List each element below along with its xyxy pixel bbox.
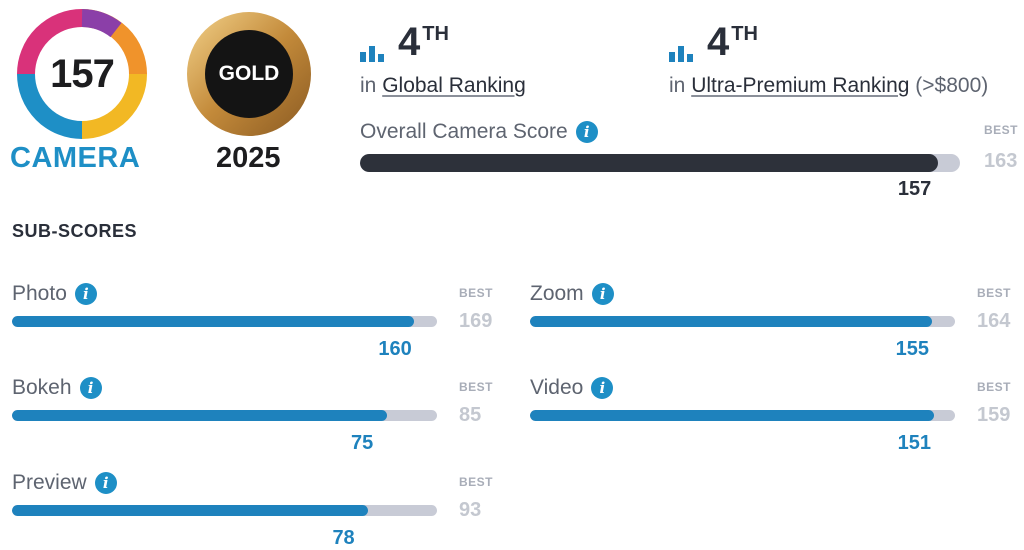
gold-label: GOLD [218,62,280,85]
ultra-premium-rank: 4 TH [669,22,758,62]
subscore-best-label: BEST [459,475,494,489]
overall-score-bar [360,154,960,172]
global-rank-number: 4 [398,20,421,64]
ultra-premium-ranking-link[interactable]: Ultra-Premium Ranking [691,74,910,97]
subscore-best-label: BEST [977,286,1012,300]
subscore-fill [12,410,387,421]
subscore-label: Zoom i [530,282,614,306]
subscore-label: Preview i [12,471,117,495]
subscore-best-value: 93 [459,499,482,521]
subscore-best-value: 85 [459,404,482,426]
info-icon[interactable]: i [591,377,614,400]
subscore-name: Zoom [530,282,584,305]
subscore-label: Video i [530,376,614,400]
bar-chart-icon [669,46,693,62]
subscore-value: 78 [332,527,355,549]
subscore-bar [12,316,437,327]
subscore-label: Bokeh i [12,376,102,400]
ultra-premium-rank-suffix: TH [731,23,758,45]
subscore-best-label: BEST [459,286,494,300]
bar-chart-icon [360,46,384,62]
ultra-premium-rank-caption: in Ultra-Premium Ranking (>$800) [669,74,988,98]
overall-best-label: BEST [984,123,1019,137]
info-icon[interactable]: i [79,377,102,400]
camera-score-value: 157 [50,51,115,96]
ultra-premium-rank-number: 4 [707,20,730,64]
info-icon[interactable]: i [575,121,598,144]
overall-score-label: Overall Camera Score i [360,120,598,144]
subscore-value: 151 [897,432,931,454]
subscore-fill [12,505,369,516]
overall-score-title: Overall Camera Score [360,120,568,143]
subscore-value: 160 [378,338,412,360]
price-range: (>$800) [915,74,989,97]
subscore-fill [530,410,934,421]
rank-prefix: in [360,74,377,97]
subscore-best-value: 159 [977,404,1011,426]
overall-best-value: 163 [984,150,1018,172]
subscore-fill [530,316,932,327]
overall-score-value: 157 [897,178,932,200]
camera-badge-ring-icon [17,9,147,139]
award-year: 2025 [216,142,281,174]
subscore-bar [530,410,955,421]
info-icon[interactable]: i [94,472,117,495]
subscore-name: Bokeh [12,376,72,399]
subscore-best-label: BEST [977,380,1012,394]
subscore-bar [530,316,955,327]
global-rank-caption: in Global Ranking [360,74,526,98]
camera-score-badge: 157 [16,8,148,140]
subscore-value: 75 [351,432,374,454]
subscore-name: Preview [12,471,87,494]
global-ranking-link[interactable]: Global Ranking [382,74,526,97]
subscore-best-value: 164 [977,310,1011,332]
subscore-fill [12,316,415,327]
info-icon[interactable]: i [591,283,614,306]
global-rank-suffix: TH [422,23,449,45]
subscore-name: Video [530,376,584,399]
subscore-best-label: BEST [459,380,494,394]
rank-prefix: in [669,74,686,97]
subscore-bar [12,410,437,421]
global-rank: 4 TH [360,22,449,62]
subscores-heading: SUB-SCORES [12,221,138,241]
overall-score-fill [360,154,938,172]
subscore-label: Photo i [12,282,97,306]
subscore-name: Photo [12,282,67,305]
subscore-value: 155 [895,338,930,360]
subscore-bar [12,505,437,516]
gold-award-badge: GOLD [185,10,313,138]
subscore-best-value: 169 [459,310,493,332]
info-icon[interactable]: i [74,283,97,306]
gold-laurel-icon [187,12,311,136]
camera-label: CAMERA [10,142,141,174]
